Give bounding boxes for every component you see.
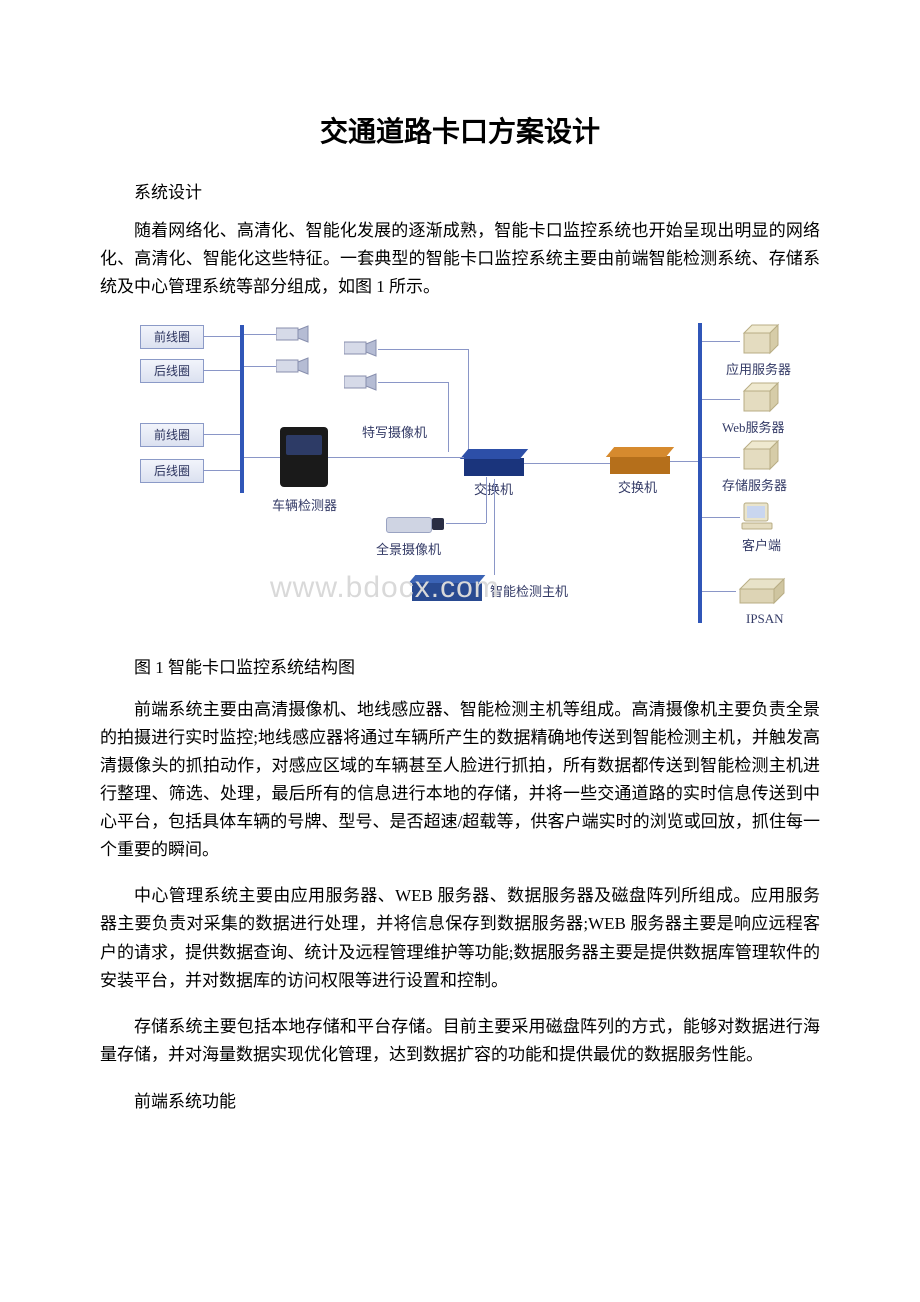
web-server-label: Web服务器 [722,417,785,436]
connector [244,366,276,367]
connector [328,457,464,458]
connector [494,479,495,575]
switch-icon-right [610,447,670,477]
paragraph-center-mgmt: 中心管理系统主要由应用服务器、WEB 服务器、数据服务器及磁盘阵列所组成。应用服… [100,882,820,994]
switch-right-label: 交换机 [618,477,657,496]
loop-box-rear-1: 后线圈 [140,359,204,383]
connector [702,399,740,400]
camera-icon [344,371,378,393]
panoramic-camera-label: 全景摄像机 [376,539,441,558]
camera-icon [276,323,310,345]
vehicle-detector-icon [280,427,328,487]
connector [203,434,240,435]
switch-icon-left [464,449,524,479]
storage-server-label: 存储服务器 [722,475,787,494]
connector [446,523,486,524]
loop-box-rear-2: 后线圈 [140,459,204,483]
web-server-icon [740,381,782,415]
app-server-icon [740,323,782,357]
paragraph-frontend: 前端系统主要由高清摄像机、地线感应器、智能检测主机等组成。高清摄像机主要负责全景… [100,696,820,864]
ipsan-icon [736,577,786,607]
vehicle-detector-label: 车辆检测器 [272,495,337,514]
camera-icon [276,355,310,377]
document-page: 交通道路卡口方案设计 系统设计 随着网络化、高清化、智能化发展的逐渐成熟，智能卡… [0,0,920,1186]
connector [702,457,740,458]
section-heading-frontend-func: 前端系统功能 [100,1087,820,1112]
app-server-label: 应用服务器 [726,359,791,378]
camera-icon [344,337,378,359]
connector [702,591,736,592]
connector [203,470,240,471]
connector [448,382,449,452]
connector [486,477,487,523]
connector [702,341,740,342]
detection-host-label: 智能检测主机 [490,581,568,600]
paragraph-storage: 存储系统主要包括本地存储和平台存储。目前主要采用磁盘阵列的方式，能够对数据进行海… [100,1013,820,1069]
client-label: 客户端 [742,535,781,554]
storage-server-icon [740,439,782,473]
client-icon [740,501,780,533]
loop-box-front-2: 前线圈 [140,423,204,447]
connector [203,370,240,371]
connector [378,349,468,350]
connector [244,457,280,458]
page-title: 交通道路卡口方案设计 [100,110,820,150]
ipsan-label: IPSAN [746,611,784,627]
detection-host-icon [412,575,482,603]
connector [702,517,740,518]
connector [468,349,469,449]
connector [244,334,276,335]
panoramic-camera-icon [386,515,446,535]
close-up-camera-label: 特写摄像机 [362,422,427,441]
connector [670,461,698,462]
connector [378,382,448,383]
system-architecture-diagram: 前线圈 后线圈 前线圈 后线圈 车辆检测器 特写摄像机 [100,319,820,639]
loop-box-front-1: 前线圈 [140,325,204,349]
paragraph-intro: 随着网络化、高清化、智能化发展的逐渐成熟，智能卡口监控系统也开始呈现出明显的网络… [100,217,820,301]
left-bus-line [240,325,244,493]
section-heading-system-design: 系统设计 [100,178,820,203]
figure-1-caption: 图 1 智能卡口监控系统结构图 [100,653,820,678]
connector [203,336,240,337]
connector [524,463,610,464]
right-bus-line [698,323,702,623]
